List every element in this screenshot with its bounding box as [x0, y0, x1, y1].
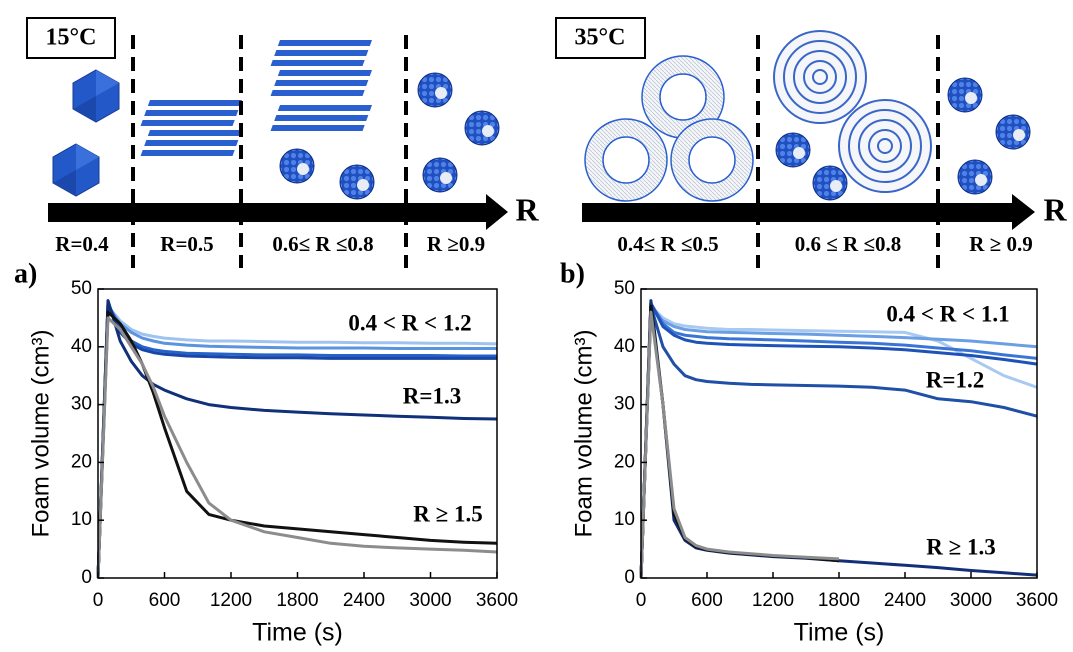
panel-label: b) — [560, 258, 585, 289]
arrow-label: R — [1043, 191, 1067, 227]
y-tick-label: 50 — [71, 278, 92, 299]
series-line — [96, 299, 498, 579]
series-line — [96, 316, 498, 579]
series-line — [639, 304, 1038, 579]
x-tick-label: 2400 — [884, 590, 926, 611]
y-tick-label: 40 — [614, 336, 635, 357]
y-tick-label: 20 — [71, 451, 92, 472]
series-line — [639, 304, 1038, 579]
vesicles — [584, 55, 754, 202]
x-tick-label: 600 — [149, 590, 181, 611]
arrow-shaft — [582, 203, 1014, 222]
r-label: R ≥ 0.9 — [969, 232, 1032, 256]
x-tick-label: 0 — [636, 590, 647, 611]
y-tick-label: 30 — [614, 394, 635, 415]
y-tick-label: 20 — [614, 451, 635, 472]
y-axis-label: Foam volume (cm³) — [570, 329, 597, 537]
series-line — [96, 310, 498, 579]
x-axis-label: Time (s) — [794, 619, 885, 647]
arrow-label: R — [515, 191, 539, 227]
y-tick-label: 40 — [71, 336, 92, 357]
annotation: R=1.3 — [403, 383, 461, 408]
y-tick-label: 50 — [614, 278, 635, 299]
y-tick-label: 0 — [624, 567, 635, 588]
r-label: 0.6 ≤ R ≤0.8 — [795, 232, 901, 256]
x-tick-label: 1800 — [276, 590, 318, 611]
schematic-15: 15°C R R=0.4 R=0.5 0.6≤ R ≤0.8 R ≥0.9 — [26, 17, 539, 268]
x-tick-label: 3000 — [409, 590, 451, 611]
temperature-label: 35°C — [575, 25, 626, 51]
r-label: 0.6≤ R ≤0.8 — [272, 232, 373, 256]
y-tick-label: 10 — [71, 509, 92, 530]
annotation: 0.4 < R < 1.2 — [348, 310, 471, 335]
y-tick-label: 10 — [614, 509, 635, 530]
annotation: R=1.2 — [926, 367, 984, 392]
onion-vesicles — [773, 30, 932, 193]
arrow-head — [1012, 194, 1035, 230]
annotation: R ≥ 1.5 — [413, 501, 482, 526]
x-axis-label: Time (s) — [252, 619, 343, 647]
dividers — [756, 35, 940, 268]
series-line — [639, 304, 1038, 579]
annotation: 0.4 < R < 1.1 — [886, 301, 1009, 326]
x-tick-label: 1200 — [752, 590, 794, 611]
x-tick-label: 3000 — [950, 590, 992, 611]
x-tick-label: 2400 — [343, 590, 385, 611]
r-label: R=0.4 — [55, 232, 109, 256]
series-line — [96, 304, 497, 579]
r-label: R=0.5 — [160, 232, 213, 256]
y-tick-label: 0 — [81, 567, 92, 588]
charts: 0 600 1200 1800 2400 3000 360001020304050Time … — [14, 258, 1058, 646]
x-tick-label: 3600 — [476, 590, 518, 611]
y-tick-label: 30 — [71, 394, 92, 415]
dividers — [131, 35, 408, 268]
annotation: R ≥ 1.3 — [926, 534, 995, 559]
temperature-label: 15°C — [46, 25, 97, 51]
series-line — [639, 301, 1038, 579]
x-tick-label: 3600 — [1016, 590, 1058, 611]
series-line — [96, 304, 498, 579]
arrow-head — [486, 194, 508, 230]
x-tick-label: 1200 — [210, 590, 252, 611]
temperature-box — [26, 17, 116, 59]
x-tick-label: 600 — [691, 590, 723, 611]
schematic-35: 35°C R 0.4≤ R ≤0.5 0.6 ≤ R ≤0.8 R ≥ 0.9 — [555, 17, 1067, 268]
x-tick-label: 1800 — [818, 590, 860, 611]
temperature-box — [555, 17, 646, 59]
x-tick-label: 0 — [93, 590, 104, 611]
r-label: 0.4≤ R ≤0.5 — [617, 232, 718, 256]
y-axis-label: Foam volume (cm³) — [27, 329, 54, 537]
series-line — [639, 310, 840, 579]
series-line — [639, 301, 1038, 579]
panel-label: a) — [14, 258, 37, 289]
r-label: R ≥0.9 — [427, 232, 485, 256]
arrow-shaft — [48, 203, 488, 222]
